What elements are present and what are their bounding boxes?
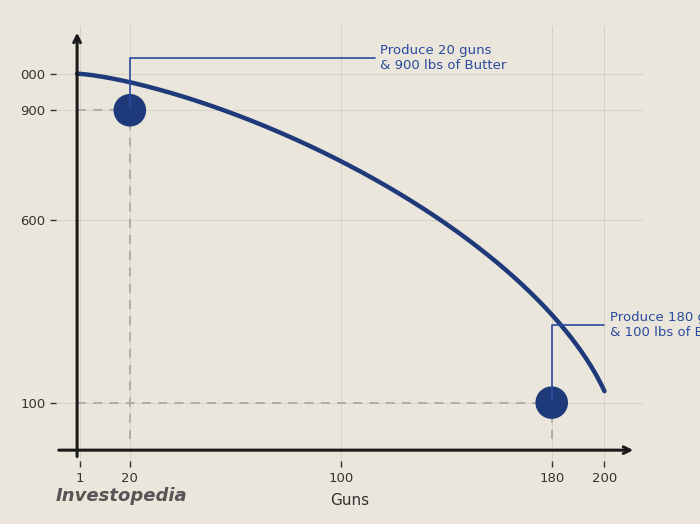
X-axis label: Guns: Guns [330, 493, 370, 508]
Text: Produce 20 guns
& 900 lbs of Butter: Produce 20 guns & 900 lbs of Butter [130, 44, 507, 107]
Point [546, 398, 557, 407]
Text: Produce 180 g
& 100 lbs of Bu: Produce 180 g & 100 lbs of Bu [552, 311, 700, 400]
Point [124, 106, 135, 114]
Text: Investopedia: Investopedia [56, 487, 188, 505]
